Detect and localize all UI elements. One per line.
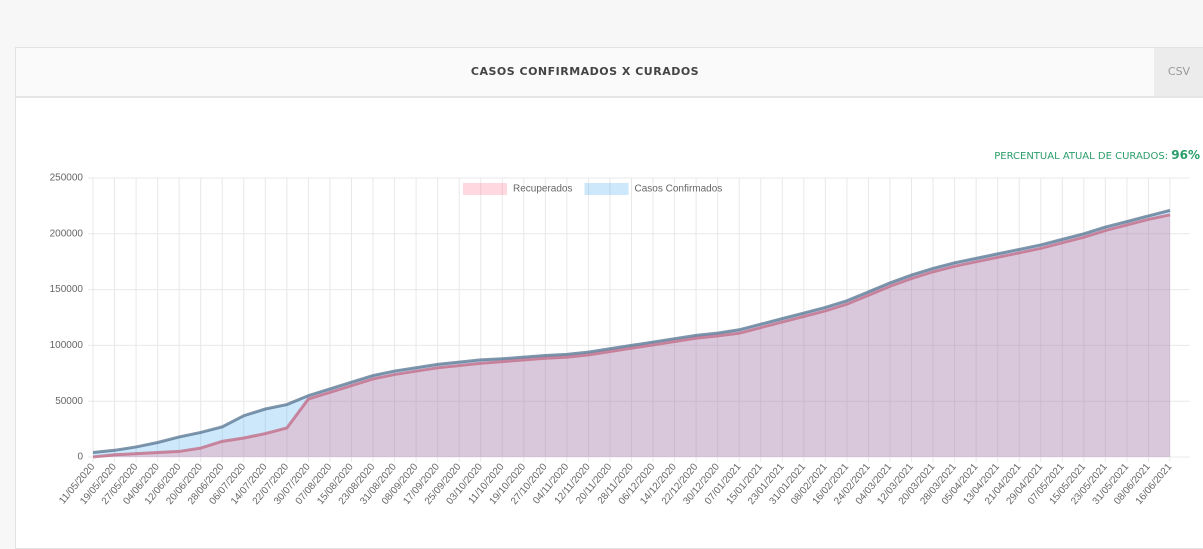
page: CASOS CONFIRMADOS X CURADOS CSV PERCENTU… xyxy=(15,47,1203,549)
card: CASOS CONFIRMADOS X CURADOS CSV PERCENTU… xyxy=(15,47,1203,549)
y-tick-label: 250000 xyxy=(50,173,84,184)
y-tick-label: 50000 xyxy=(55,396,83,407)
legend-label: Casos Confirmados xyxy=(634,184,722,195)
line xyxy=(92,213,1171,459)
legend-swatch xyxy=(463,183,507,195)
y-tick-label: 0 xyxy=(77,452,83,463)
percent-text: PERCENTUAL ATUAL DE CURADOS: 96% xyxy=(994,148,1200,162)
legend-label: Recuperados xyxy=(513,184,572,195)
y-tick-label: 200000 xyxy=(50,228,84,239)
y-tick-label: 100000 xyxy=(50,340,84,351)
percent-label: PERCENTUAL ATUAL DE CURADOS: xyxy=(994,151,1169,162)
percent-value: 96% xyxy=(1171,148,1200,162)
legend-swatch xyxy=(584,183,629,195)
area xyxy=(93,214,1170,457)
card-header: CASOS CONFIRMADOS X CURADOS CSV xyxy=(16,48,1203,98)
y-tick-label: 150000 xyxy=(50,284,84,295)
area xyxy=(93,210,1170,457)
chart: 05000010000015000020000025000011/05/2020… xyxy=(50,173,1190,507)
csv-button[interactable]: CSV xyxy=(1154,48,1203,96)
card-title: CASOS CONFIRMADOS X CURADOS xyxy=(470,65,700,78)
line xyxy=(92,208,1171,455)
